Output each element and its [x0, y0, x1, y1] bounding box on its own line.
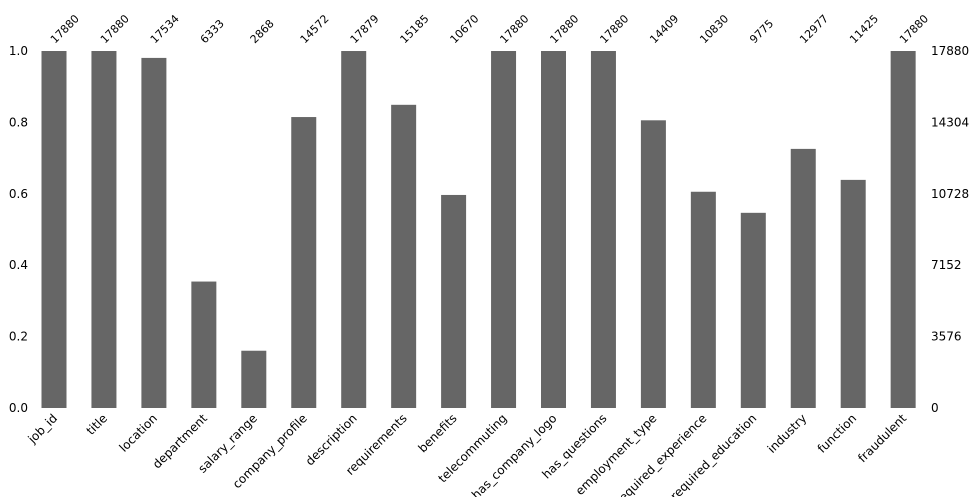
bar-value-label: 17880: [597, 12, 631, 46]
category-label: benefits: [416, 411, 460, 455]
left-y-axis: 0.0 0.2 0.4 0.6 0.8 1.0: [9, 44, 28, 415]
bar-value-label: 12977: [797, 12, 831, 46]
bar-requirements: [391, 104, 417, 408]
category-label: fraudulent: [855, 411, 909, 465]
category-label: industry: [765, 411, 810, 456]
right-tick-label: 14304: [931, 115, 969, 129]
bar-value-label: 17879: [348, 12, 382, 46]
bar-salary_range: [241, 350, 267, 408]
bar-value-label: 14409: [647, 12, 681, 46]
bar-value-label: 17880: [897, 12, 931, 46]
bar-telecommuting: [491, 51, 517, 408]
category-label: location: [116, 411, 160, 455]
category-labels: job_id title locationdepartmentsalary_rang…: [25, 411, 910, 497]
right-tick-label: 3576: [931, 330, 962, 344]
bar-has_questions: [590, 51, 616, 408]
left-tick-label: 0.8: [9, 115, 28, 129]
bar-value-label: 17880: [48, 12, 82, 46]
right-tick-label: 17880: [931, 44, 969, 58]
bar-value-labels: 17880 17880 17534 6333 2868 14572 17879 15185 10…: [48, 12, 931, 46]
bar-value-label: 17880: [497, 12, 531, 46]
bar-value-label: 15185: [398, 12, 432, 46]
bar-location: [141, 57, 167, 409]
bar-value-label: 9775: [747, 17, 776, 46]
bar-required_education: [740, 212, 766, 408]
left-tick-label: 0.2: [9, 330, 28, 344]
bar-company_profile: [291, 117, 317, 408]
bar-value-label: 10830: [697, 12, 731, 46]
category-label: has_company_logo: [469, 411, 560, 497]
left-tick-label: 0.4: [9, 258, 28, 272]
bar-function: [840, 179, 866, 408]
bar-value-label: 10670: [448, 12, 482, 46]
category-label: title: [84, 411, 110, 437]
bar-value-label: 2868: [248, 17, 277, 46]
bar-value-label: 14572: [298, 12, 332, 46]
bar-value-label: 17534: [148, 12, 182, 46]
right-y-axis: 0 3576 7152 10728 14304 17880: [931, 44, 969, 415]
left-tick-label: 1.0: [9, 44, 28, 58]
bar-value-label: 11425: [847, 12, 881, 46]
right-tick-label: 7152: [931, 258, 962, 272]
bar-description: [341, 51, 367, 409]
bar-department: [191, 281, 217, 408]
bar-value-label: 17880: [98, 12, 132, 46]
bar-industry: [790, 148, 816, 408]
bar-benefits: [441, 194, 467, 408]
right-tick-label: 0: [931, 401, 939, 415]
bar-job_id: [41, 51, 67, 408]
right-tick-label: 10728: [931, 187, 969, 201]
bar-value-label: 6333: [198, 17, 227, 46]
bar-required_experience: [690, 191, 716, 408]
category-label: job_id: [25, 411, 61, 447]
bar-employment_type: [640, 120, 666, 408]
category-label: function: [815, 411, 860, 456]
bar-value-label: 17880: [547, 12, 581, 46]
bars-group: [41, 51, 916, 409]
left-tick-label: 0.6: [9, 187, 28, 201]
category-label: required_education: [668, 411, 760, 497]
bar-has_company_logo: [541, 51, 566, 408]
bar-fraudulent: [890, 51, 916, 408]
left-tick-label: 0.0: [9, 401, 28, 415]
bar-title: [91, 51, 117, 408]
